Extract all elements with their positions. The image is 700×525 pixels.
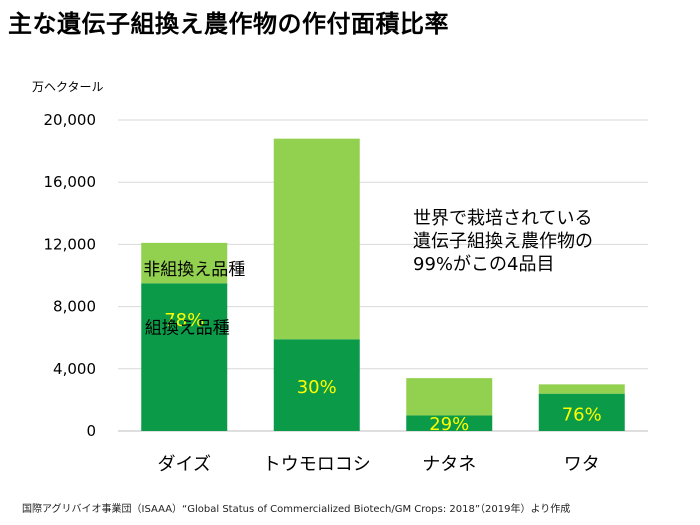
percent-label: 29% — [429, 414, 469, 435]
y-tick-label: 4,000 — [53, 360, 96, 378]
bar-segment-non-gm — [538, 384, 625, 394]
x-category-label: ワタ — [564, 454, 600, 475]
series-label-non-gm: 非組換え品種 — [143, 260, 245, 280]
x-category-label: ダイズ — [158, 454, 211, 475]
labels: 0 4,000 8,000 12,000 16,000 20,000 78% ダイズ 30% トウ… — [44, 111, 602, 475]
page-title: 主な遺伝子組換え農作物の作付面積比率 — [8, 10, 449, 38]
y-tick-label: 0 — [86, 422, 96, 440]
x-category-label: トウモロコシ — [263, 454, 371, 475]
series-label-gm: 組換え品種 — [145, 319, 230, 339]
y-axis-unit-label: 万ヘクタール — [32, 80, 104, 94]
y-tick-label: 16,000 — [44, 173, 97, 191]
x-category-label: ナタネ — [422, 454, 476, 475]
bar-segment-non-gm — [406, 378, 493, 416]
source-citation: 国際アグリバイオ事業団（ISAAA）“Global Status of Comm… — [22, 504, 571, 515]
percent-label: 76% — [562, 404, 602, 425]
annotation-line-3: 99%がこの4品目 — [413, 254, 555, 275]
percent-label: 78% — [164, 310, 204, 331]
percent-label: 30% — [297, 377, 337, 398]
annotation-line-2: 遺伝子組換え農作物の — [413, 231, 593, 252]
bar-segment-non-gm — [273, 138, 360, 340]
annotation-line-1: 世界で栽培されている — [413, 208, 593, 229]
y-tick-label: 20,000 — [44, 111, 97, 129]
y-tick-label: 8,000 — [53, 298, 96, 316]
bars — [141, 138, 625, 431]
bar-segment-gm — [141, 283, 228, 431]
bar-segment-non-gm — [141, 242, 228, 284]
bar-segment-gm — [273, 339, 360, 431]
y-tick-label: 12,000 — [44, 235, 97, 253]
bar-segment-gm — [538, 393, 625, 431]
annotation-note: 世界で栽培されている 遺伝子組換え農作物の 99%がこの4品目 — [413, 207, 593, 276]
bar-segment-gm — [406, 415, 493, 431]
